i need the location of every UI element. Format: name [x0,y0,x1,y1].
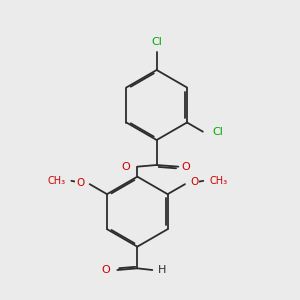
Text: CH₃: CH₃ [47,176,65,186]
Text: Cl: Cl [151,37,162,47]
Text: O: O [181,162,190,172]
Text: O: O [101,265,110,275]
Text: O: O [76,178,85,188]
Text: O: O [190,178,198,188]
Text: Cl: Cl [212,127,223,137]
Text: H: H [158,265,167,275]
Text: CH₃: CH₃ [209,176,227,186]
Text: O: O [121,162,130,172]
